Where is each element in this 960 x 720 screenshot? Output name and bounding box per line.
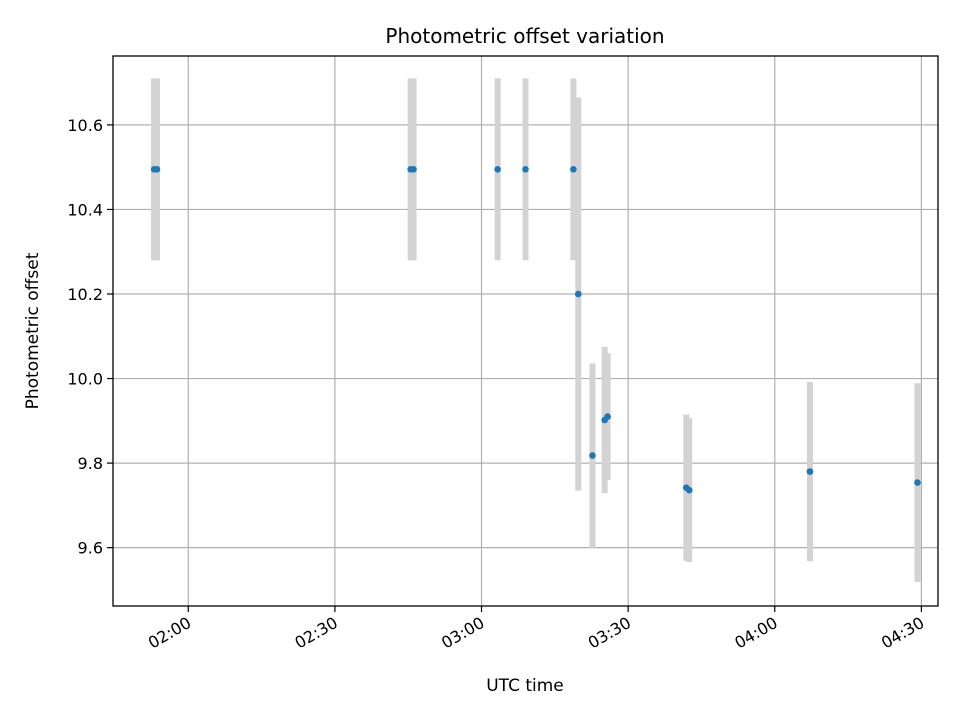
data-point <box>806 468 814 475</box>
y-axis-label: Photometric offset <box>23 252 43 409</box>
data-points <box>150 165 921 494</box>
y-tick-label: 10.6 <box>67 116 103 135</box>
data-point <box>914 479 921 486</box>
y-tick-label: 10.4 <box>67 200 103 219</box>
y-axis: 9.6 9.8 10.0 10.2 10.4 10.6 <box>67 116 113 558</box>
data-point <box>685 486 693 494</box>
y-tick-label: 10.2 <box>67 285 103 304</box>
data-point <box>153 165 161 173</box>
data-point <box>570 165 577 173</box>
x-axis-label: UTC time <box>486 676 564 696</box>
data-point <box>589 452 596 459</box>
plot-frame <box>112 55 939 607</box>
y-tick-label: 10.0 <box>67 370 103 389</box>
data-point <box>494 165 501 173</box>
data-point <box>574 290 582 298</box>
data-point <box>410 165 417 173</box>
y-tick-label: 9.6 <box>78 539 103 558</box>
data-point <box>604 413 611 420</box>
grid <box>113 56 938 606</box>
chart-title: Photometric offset variation <box>385 24 664 48</box>
data-point <box>522 165 529 173</box>
y-tick-label: 9.8 <box>78 454 103 473</box>
